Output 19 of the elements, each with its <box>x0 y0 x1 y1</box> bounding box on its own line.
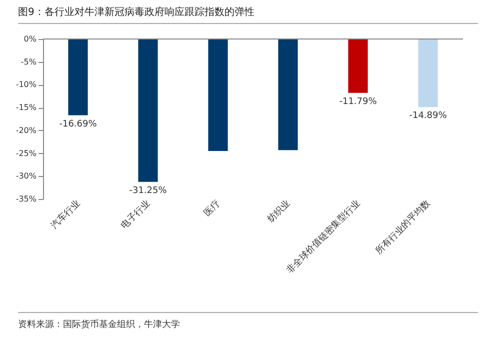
x-tick-label: 医疗 <box>202 198 222 218</box>
x-tick-label: 汽车行业 <box>49 198 82 232</box>
data-label: -31.25% <box>129 186 168 196</box>
data-label: -14.89% <box>409 111 448 122</box>
y-tick-label: -20% <box>16 126 37 135</box>
chart-title: 图9：各行业对牛津新冠病毒政府响应跟踪指数的弹性 <box>18 5 478 24</box>
y-tick-label: -10% <box>16 80 37 90</box>
y-tick-label: -15% <box>16 103 37 112</box>
text: 资料来源：国际货币基金组织，牛津大学 <box>18 312 478 331</box>
y-tick-label: -35% <box>16 194 37 204</box>
x-tick-label: 所有行业的平均数 <box>374 198 432 257</box>
data-label: -11.79% <box>339 96 378 107</box>
y-tick-label: -25% <box>16 148 37 158</box>
y-tick-label: 0% <box>24 34 37 44</box>
y-tick-label: -5% <box>20 57 37 66</box>
x-tick-label: 纺织业 <box>265 198 292 225</box>
data-label: -16.69% <box>59 119 98 130</box>
y-tick-label: -30% <box>16 172 37 181</box>
x-tick-label: 电子行业 <box>119 198 152 232</box>
